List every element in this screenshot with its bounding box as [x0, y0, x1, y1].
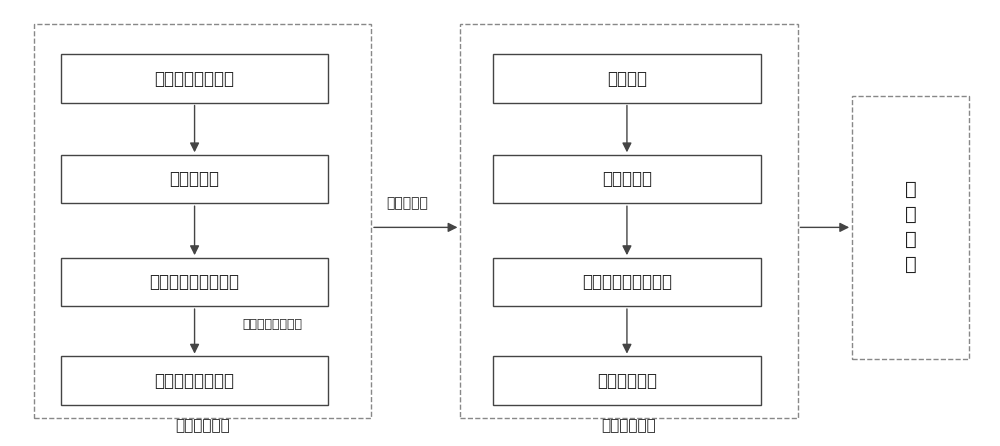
- FancyBboxPatch shape: [61, 258, 328, 306]
- FancyBboxPatch shape: [493, 155, 761, 203]
- Text: 接受信号识别: 接受信号识别: [597, 372, 657, 389]
- FancyBboxPatch shape: [493, 258, 761, 306]
- Text: 随机森林算法训练: 随机森林算法训练: [155, 372, 235, 389]
- FancyBboxPatch shape: [493, 356, 761, 405]
- Text: 机器学习训练样本: 机器学习训练样本: [242, 318, 302, 331]
- Text: 接受信号数据样本: 接受信号数据样本: [155, 70, 235, 87]
- FancyBboxPatch shape: [61, 155, 328, 203]
- FancyBboxPatch shape: [61, 356, 328, 405]
- FancyBboxPatch shape: [460, 24, 798, 418]
- FancyBboxPatch shape: [34, 24, 371, 418]
- Text: 离线训练模式: 离线训练模式: [175, 418, 230, 433]
- Text: 结
果
输
出: 结 果 输 出: [905, 180, 916, 274]
- FancyBboxPatch shape: [852, 96, 969, 359]
- Text: 信号分类器: 信号分类器: [386, 196, 428, 210]
- Text: 数据预处理: 数据预处理: [602, 170, 652, 188]
- FancyBboxPatch shape: [61, 54, 328, 103]
- Text: 提取高阶累积量特征: 提取高阶累积量特征: [150, 273, 240, 291]
- Text: 数据预处理: 数据预处理: [170, 170, 220, 188]
- FancyBboxPatch shape: [493, 54, 761, 103]
- Text: 在线识别模式: 在线识别模式: [602, 418, 656, 433]
- Text: 提取高阶累积量特征: 提取高阶累积量特征: [582, 273, 672, 291]
- Text: 接受信号: 接受信号: [607, 70, 647, 87]
